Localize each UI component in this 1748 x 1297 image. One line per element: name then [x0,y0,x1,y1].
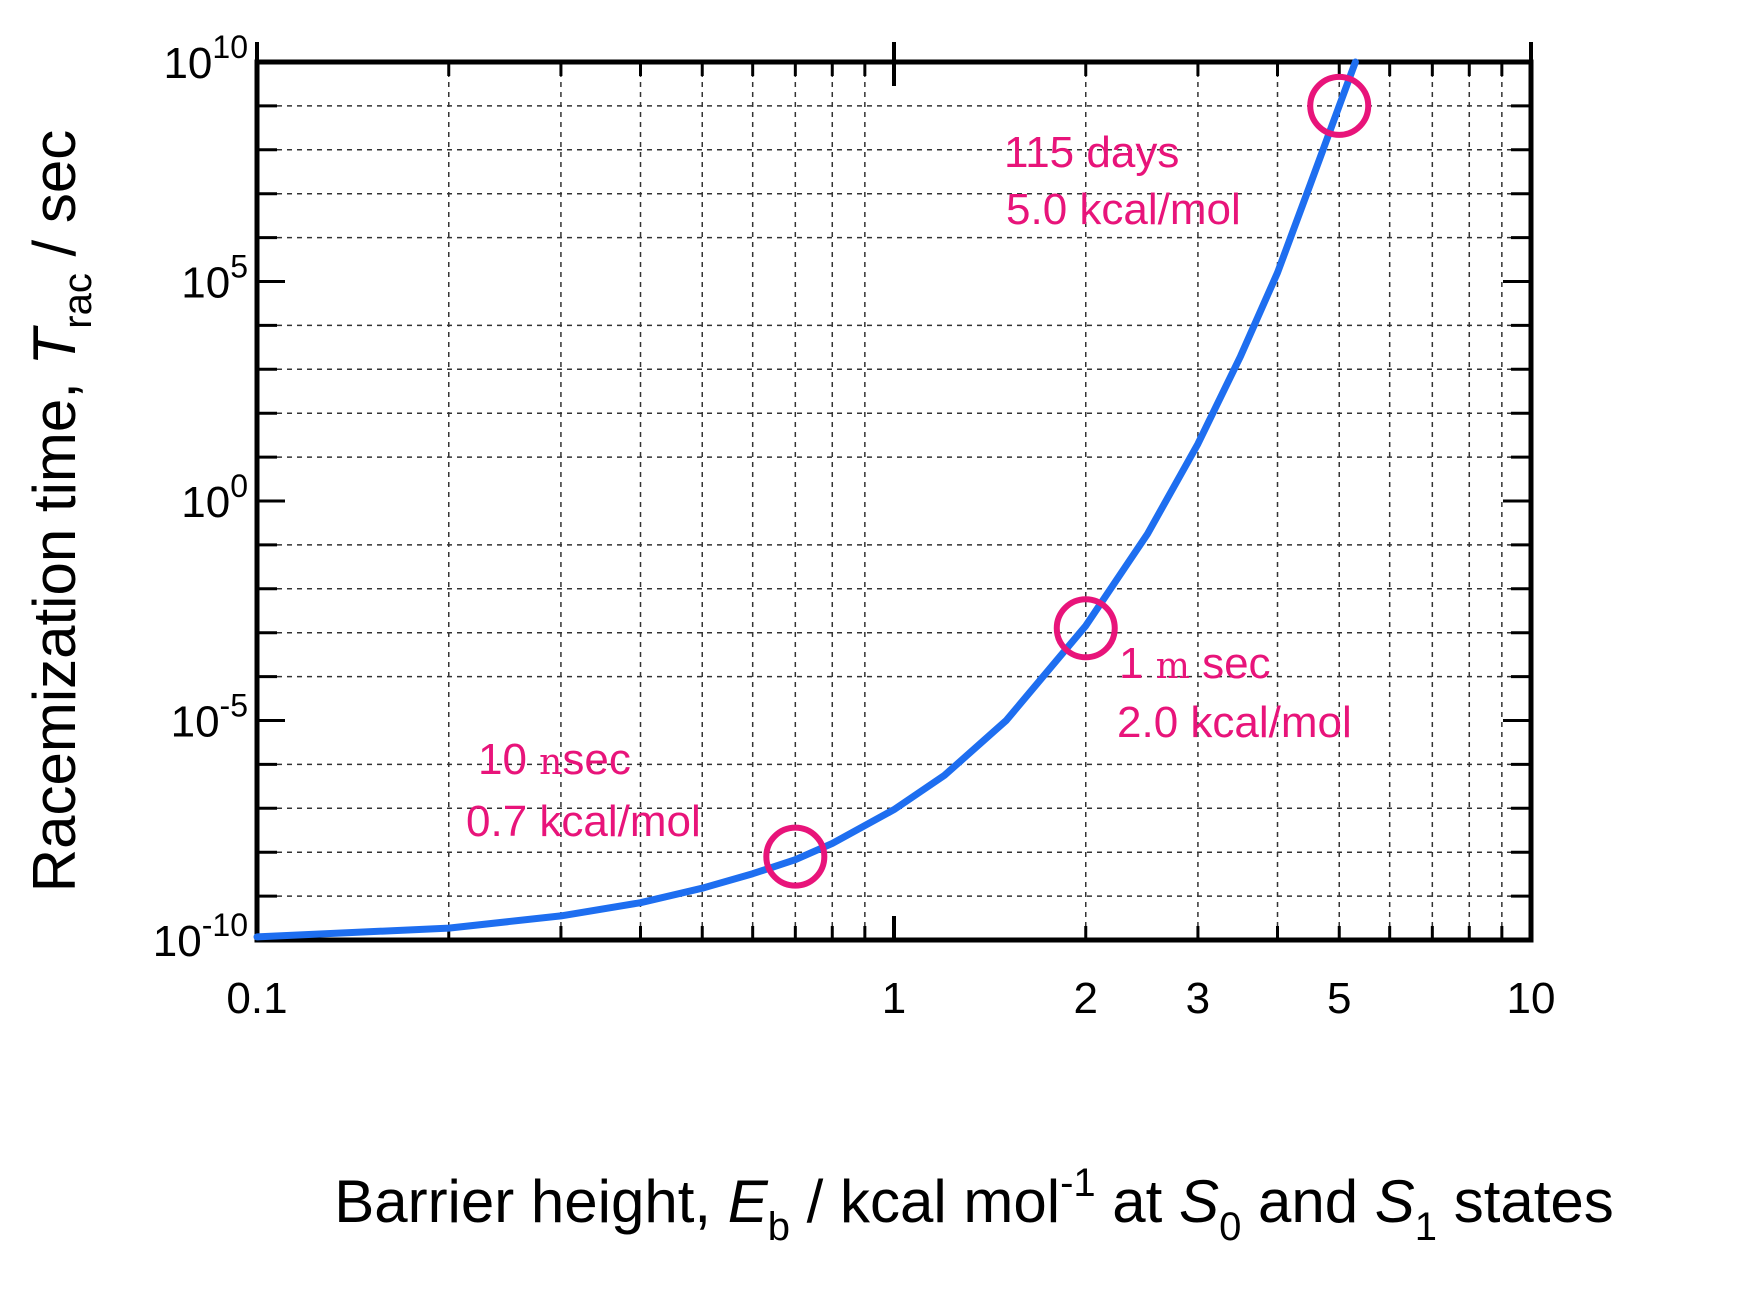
annotation-time-label: 115 days [1004,128,1179,177]
grid [257,62,1531,940]
annotation-time-unit: sec [562,735,630,784]
x-axis-title-s1: S [1375,1168,1415,1235]
annotation-marker [763,824,828,889]
x-tick-label: 1 [882,974,906,1023]
series-curve [253,58,1359,941]
x-axis-title-sup: -1 [1060,1161,1096,1205]
y-tick-label-base: 10 [181,259,230,308]
y-tick-label-base: 10 [163,39,212,88]
y-axis-title: Racemization time, Trac / sec [21,130,100,892]
x-tick-label: 5 [1327,974,1351,1023]
annotation-energy-label: 2.0 kcal/mol [1117,698,1352,747]
annotation-time-value: 115 days [1004,128,1179,177]
y-tick-label-base: 10 [153,917,202,966]
y-tick-label-exponent: -5 [220,688,248,724]
x-axis-title-text: Barrier height, [334,1168,728,1235]
annotation-time-prefix: m [1156,646,1190,687]
y-tick-label-exponent: 10 [212,29,248,65]
annotation-time-label: 1 m sec [1119,639,1271,688]
y-tick-label-base: 10 [181,478,230,527]
x-tick-label: 3 [1186,974,1210,1023]
y-tick-label: 10-5 [171,688,248,747]
x-axis-title-s0: S [1179,1168,1219,1235]
x-tick-label: 0.1 [226,974,287,1023]
annotation-energy-label: 0.7 kcal/mol [466,797,701,846]
x-axis-title-and: and [1241,1168,1374,1235]
axis-ticks [255,42,1533,942]
annotation-marker [1053,596,1118,661]
x-axis-title: Barrier height, Eb / kcal mol-1 at S0 an… [334,1161,1614,1249]
y-tick-label: 100 [181,468,248,527]
x-tick-label: 2 [1074,974,1098,1023]
y-axis-title-text: Racemization time, [21,365,88,892]
y-tick-label: 10-10 [153,907,248,966]
y-tick-label: 1010 [163,29,248,88]
annotation-energy-label: 5.0 kcal/mol [1006,185,1241,234]
annotation-time-value: 1 [1119,639,1156,688]
y-tick-label-base: 10 [171,698,220,747]
plot-frame [254,59,1534,943]
x-axis-title-var: E [728,1168,769,1235]
x-tick-label: 10 [1507,974,1556,1023]
annotation-time-prefix: n [539,742,562,783]
annotation-time-unit: sec [1190,639,1271,688]
annotation-time-value: 10 [478,735,539,784]
x-axis-title-s0-sub: 0 [1219,1205,1241,1249]
x-axis-title-unit: / kcal mol [790,1168,1060,1235]
x-axis-title-s1-sub: 1 [1415,1205,1437,1249]
x-axis-title-states: states [1437,1168,1614,1235]
y-axis-title-unit: / sec [21,130,88,273]
y-axis-title-var: T [21,324,88,365]
y-tick-label-exponent: 5 [230,249,248,285]
x-axis-title-at: at [1096,1168,1179,1235]
series-layer [253,58,1359,941]
y-axis-title-sub: rac [56,273,100,329]
annotation-marker [1307,73,1372,138]
y-tick-label-exponent: 0 [230,468,248,504]
annotation-time-label: 10 nsec [478,735,631,784]
y-tick-label-exponent: -10 [202,907,248,943]
x-axis-title-sub: b [768,1205,790,1249]
y-tick-label: 105 [181,249,248,308]
